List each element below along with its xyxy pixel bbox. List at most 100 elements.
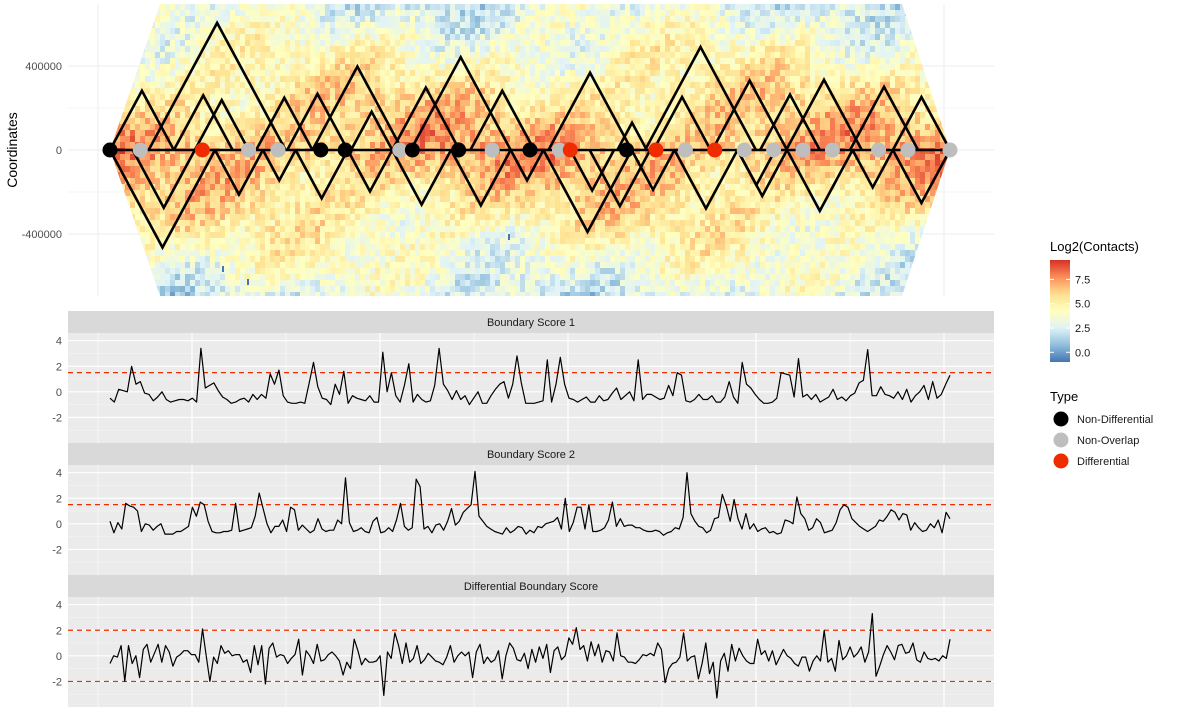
heatmap-cell bbox=[255, 34, 260, 40]
heatmap-cell bbox=[240, 154, 245, 160]
heatmap-cell bbox=[660, 34, 665, 40]
heatmap-cell bbox=[445, 46, 450, 52]
heatmap-cell bbox=[765, 94, 770, 100]
heatmap-cell bbox=[925, 172, 930, 178]
heatmap-cell bbox=[335, 106, 340, 112]
heatmap-cell bbox=[540, 130, 545, 136]
heatmap-cell bbox=[435, 16, 440, 22]
heatmap-cell bbox=[420, 88, 425, 94]
heatmap-cell bbox=[925, 112, 930, 118]
heatmap-cell bbox=[125, 106, 130, 112]
heatmap-cell bbox=[565, 118, 570, 124]
heatmap-cell bbox=[425, 4, 430, 10]
heatmap-cell bbox=[280, 4, 285, 10]
heatmap-cell bbox=[900, 136, 905, 142]
heatmap-cell bbox=[355, 88, 360, 94]
heatmap-cell bbox=[560, 58, 565, 64]
heatmap-cell bbox=[430, 178, 435, 184]
heatmap-cell bbox=[890, 58, 895, 64]
heatmap-cell bbox=[475, 160, 480, 166]
heatmap-cell bbox=[905, 166, 910, 172]
heatmap-cell bbox=[495, 40, 500, 46]
heatmap-cell bbox=[155, 178, 160, 184]
heatmap-cell bbox=[355, 76, 360, 82]
heatmap-cell bbox=[590, 40, 595, 46]
heatmap-cell bbox=[420, 34, 425, 40]
heatmap-cell bbox=[240, 4, 245, 10]
heatmap-cell bbox=[585, 106, 590, 112]
heatmap-cell bbox=[230, 124, 235, 130]
heatmap-cell bbox=[260, 76, 265, 82]
heatmap-cell bbox=[290, 64, 295, 70]
heatmap-cell bbox=[215, 34, 220, 40]
heatmap-cell bbox=[500, 34, 505, 40]
heatmap-cell bbox=[350, 94, 355, 100]
heatmap-cell bbox=[600, 160, 605, 166]
heatmap-cell bbox=[650, 28, 655, 34]
heatmap-cell bbox=[505, 94, 510, 100]
heatmap-cell bbox=[575, 142, 580, 148]
heatmap-cell bbox=[620, 4, 625, 10]
heatmap-cell bbox=[510, 124, 515, 130]
heatmap-cell bbox=[190, 100, 195, 106]
heatmap-cell bbox=[785, 40, 790, 46]
heatmap-cell bbox=[600, 22, 605, 28]
heatmap-cell bbox=[800, 70, 805, 76]
heatmap-cell bbox=[390, 112, 395, 118]
heatmap-cell bbox=[900, 40, 905, 46]
heatmap-cell bbox=[905, 70, 910, 76]
heatmap-cell bbox=[335, 58, 340, 64]
heatmap-cell bbox=[390, 88, 395, 94]
heatmap-cell bbox=[175, 22, 180, 28]
heatmap-cell bbox=[875, 28, 880, 34]
heatmap-cell bbox=[490, 88, 495, 94]
heatmap-cell bbox=[635, 136, 640, 142]
heatmap-cell bbox=[600, 10, 605, 16]
heatmap-cell bbox=[865, 52, 870, 58]
heatmap-cell bbox=[345, 28, 350, 34]
heatmap-cell bbox=[260, 52, 265, 58]
heatmap-cell bbox=[765, 16, 770, 22]
heatmap-cell bbox=[180, 76, 185, 82]
heatmap-cell bbox=[200, 136, 205, 142]
heatmap-cell bbox=[300, 10, 305, 16]
heatmap-cell bbox=[620, 16, 625, 22]
heatmap-cell bbox=[865, 136, 870, 142]
heatmap-cell bbox=[365, 172, 370, 178]
heatmap-cell bbox=[815, 118, 820, 124]
heatmap-cell bbox=[610, 70, 615, 76]
heatmap-cell bbox=[730, 94, 735, 100]
heatmap-cell bbox=[320, 52, 325, 58]
heatmap-cell bbox=[160, 160, 165, 166]
heatmap-cell bbox=[255, 58, 260, 64]
heatmap-cell bbox=[640, 46, 645, 52]
heatmap-cell bbox=[450, 124, 455, 130]
heatmap-cell bbox=[150, 178, 155, 184]
heatmap-cell bbox=[675, 124, 680, 130]
heatmap-cell bbox=[425, 160, 430, 166]
heatmap-cell bbox=[665, 130, 670, 136]
heatmap-cell bbox=[585, 88, 590, 94]
heatmap-cell bbox=[260, 46, 265, 52]
heatmap-cell bbox=[530, 70, 535, 76]
heatmap-cell bbox=[705, 52, 710, 58]
heatmap-cell bbox=[280, 58, 285, 64]
heatmap-cell bbox=[125, 142, 130, 148]
heatmap-cell bbox=[540, 64, 545, 70]
heatmap-cell bbox=[880, 82, 885, 88]
heatmap-cell bbox=[910, 94, 915, 100]
heatmap-cell bbox=[570, 172, 575, 178]
heatmap-cell bbox=[895, 40, 900, 46]
heatmap-cell bbox=[450, 142, 455, 148]
heatmap-cell bbox=[360, 178, 365, 184]
heatmap-cell bbox=[400, 70, 405, 76]
heatmap-cell bbox=[650, 16, 655, 22]
heatmap-cell bbox=[285, 82, 290, 88]
heatmap-cell bbox=[595, 40, 600, 46]
heatmap-cell bbox=[700, 70, 705, 76]
heatmap-cell bbox=[645, 70, 650, 76]
heatmap-cell bbox=[840, 28, 845, 34]
heatmap-cell bbox=[265, 34, 270, 40]
heatmap-cell bbox=[540, 4, 545, 10]
heatmap-cell bbox=[495, 64, 500, 70]
